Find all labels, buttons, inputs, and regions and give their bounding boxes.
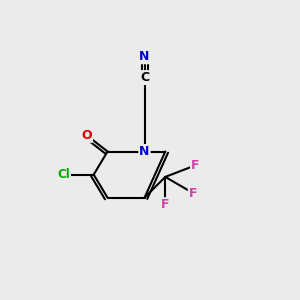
Text: O: O	[81, 129, 92, 142]
Text: N: N	[139, 145, 150, 158]
Text: F: F	[189, 187, 197, 200]
Text: N: N	[139, 50, 150, 63]
Text: F: F	[161, 198, 170, 211]
Text: Cl: Cl	[57, 168, 70, 181]
Text: F: F	[191, 159, 200, 172]
Text: C: C	[140, 71, 149, 84]
